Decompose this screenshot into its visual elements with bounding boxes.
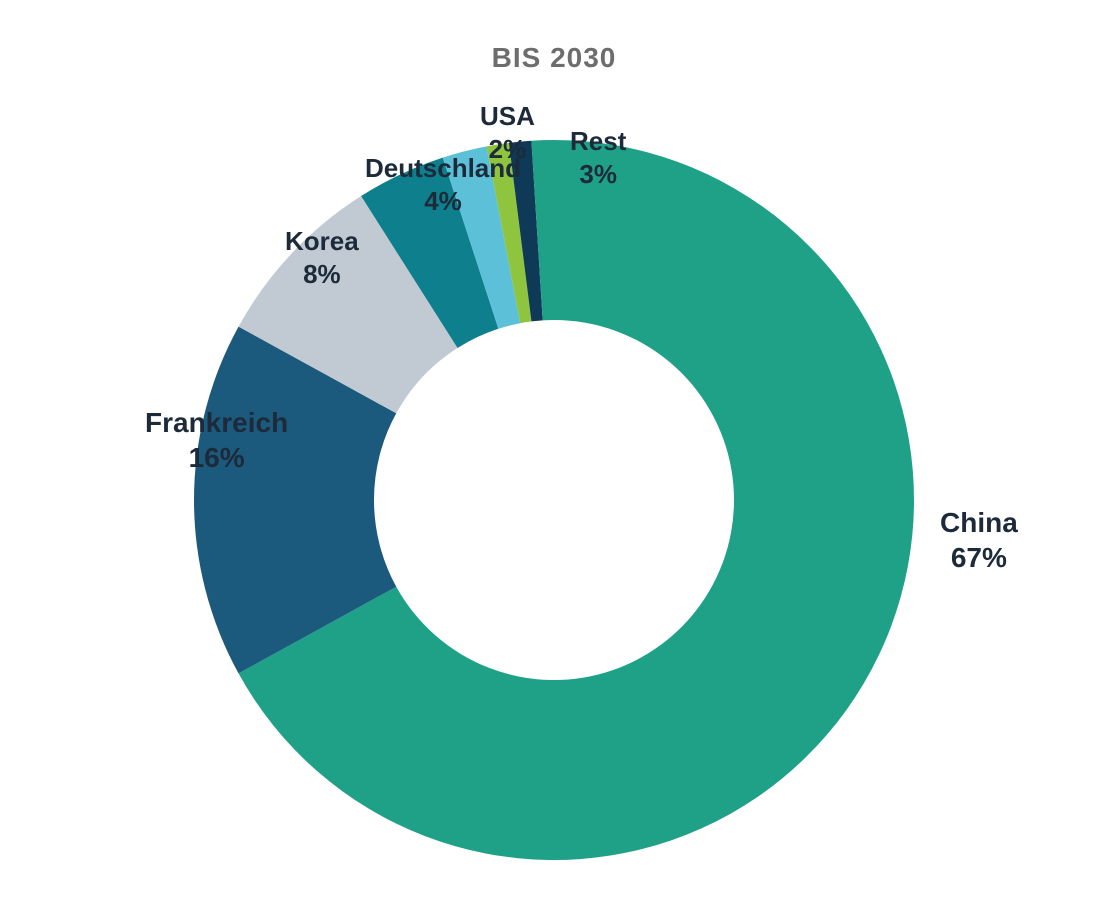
slice-label-korea: Korea8% <box>285 225 359 290</box>
slice-label-name: Frankreich <box>145 405 288 440</box>
slice-label-china: China67% <box>940 505 1018 575</box>
slice-label-frankreich: Frankreich16% <box>145 405 288 475</box>
slice-label-usa: USA2% <box>480 100 535 165</box>
slice-label-value: 16% <box>145 440 288 475</box>
slice-label-value: 8% <box>285 258 359 291</box>
slice-label-name: USA <box>480 100 535 133</box>
slice-label-name: Korea <box>285 225 359 258</box>
slice-label-name: China <box>940 505 1018 540</box>
slice-label-value: 3% <box>570 158 626 191</box>
slice-label-rest: Rest3% <box>570 125 626 190</box>
slice-label-name: Rest <box>570 125 626 158</box>
slice-label-value: 2% <box>480 133 535 166</box>
slice-label-value: 4% <box>365 185 521 218</box>
slice-label-value: 67% <box>940 540 1018 575</box>
donut-chart: BIS 2030 China67%Frankreich16%Korea8%Deu… <box>0 0 1108 917</box>
